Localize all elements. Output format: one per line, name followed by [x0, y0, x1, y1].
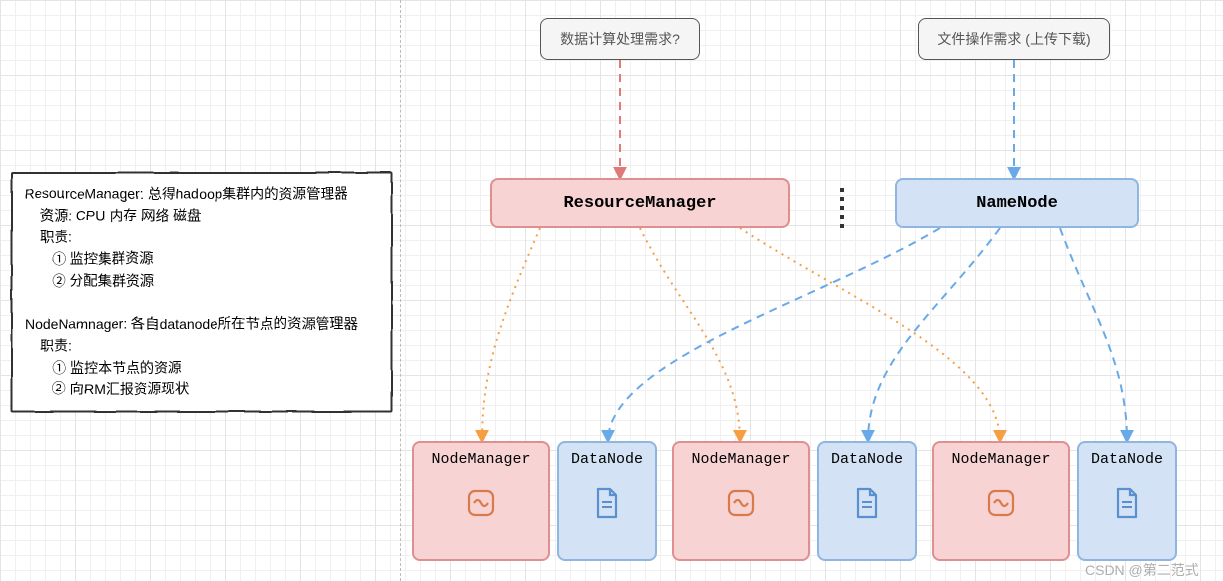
chip-icon [724, 486, 758, 525]
file-icon [592, 486, 622, 525]
chip-icon [984, 486, 1018, 525]
node-label: NodeManager [431, 451, 530, 468]
compute-request-node[interactable]: 数据计算处理需求? [540, 18, 700, 60]
file-icon [1112, 486, 1142, 525]
node-manager-3[interactable]: NodeManager [932, 441, 1070, 561]
node-label: ResourceManager [563, 194, 716, 213]
resource-manager-node[interactable]: ResourceManager [490, 178, 790, 228]
file-request-node[interactable]: 文件操作需求 (上传下载) [918, 18, 1110, 60]
watermark: CSDN @第二范式 [1085, 560, 1199, 580]
node-label: DataNode [571, 451, 643, 468]
section-separator-dots [840, 188, 844, 228]
node-label: DataNode [1091, 451, 1163, 468]
node-label: NodeManager [951, 451, 1050, 468]
node-manager-2[interactable]: NodeManager [672, 441, 810, 561]
data-node-1[interactable]: DataNode [557, 441, 657, 561]
annotation-note: ResourceManager: 总得hadoop集群内的资源管理器 资源: C… [10, 171, 392, 412]
node-manager-1[interactable]: NodeManager [412, 441, 550, 561]
name-node-node[interactable]: NameNode [895, 178, 1139, 228]
node-label: 数据计算处理需求? [560, 29, 680, 49]
data-node-3[interactable]: DataNode [1077, 441, 1177, 561]
node-label: NameNode [976, 194, 1058, 213]
page-divider [400, 0, 401, 581]
node-label: 文件操作需求 (上传下载) [937, 29, 1090, 49]
file-icon [852, 486, 882, 525]
data-node-2[interactable]: DataNode [817, 441, 917, 561]
node-label: NodeManager [691, 451, 790, 468]
chip-icon [464, 486, 498, 525]
node-label: DataNode [831, 451, 903, 468]
